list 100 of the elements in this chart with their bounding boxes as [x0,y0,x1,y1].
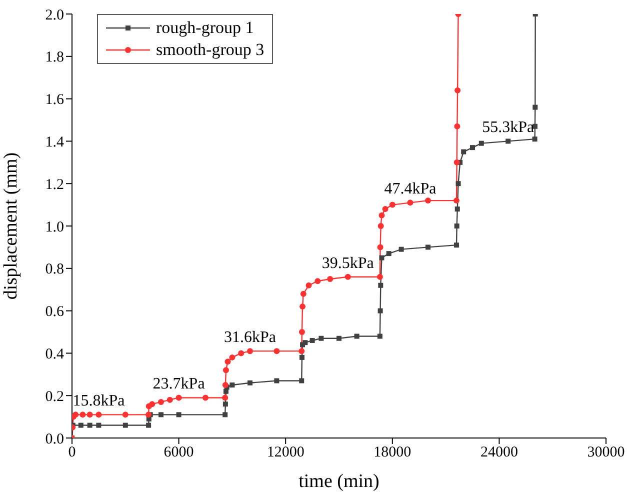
point [454,123,460,130]
annotation: 31.6kPa [224,329,276,346]
point [202,394,208,401]
point [247,348,253,354]
y-tick-label: 0.6 [45,304,64,320]
point [274,378,280,384]
point [229,354,236,360]
point [230,382,235,388]
point [72,412,79,418]
point [222,367,229,374]
x-tick-label: 0 [68,444,76,461]
point [87,422,92,428]
point [222,382,228,388]
x-tick-label: 24000 [480,444,518,461]
annotation: 15.8kPa [72,392,125,410]
point [298,348,305,354]
y-tick-label: 2.0 [45,7,64,24]
point [300,304,306,310]
annotation: 47.4kPa [384,180,436,198]
point [336,336,342,341]
point [327,276,334,282]
point [302,340,308,346]
point [454,159,460,166]
point [407,200,414,206]
legend-label: rough-group 1 [156,18,254,38]
y-tick-label: 0.4 [45,346,64,363]
point [222,402,228,407]
point [166,396,173,403]
point [378,282,384,288]
point [470,145,475,150]
point [274,348,280,354]
point [454,242,459,248]
point [382,206,388,212]
point [298,329,305,335]
point [456,181,461,186]
point [86,412,93,418]
legend-label: smooth-group 3 [156,40,264,60]
point [176,394,182,401]
point [532,136,538,142]
point [306,282,312,288]
point [386,251,392,256]
point [389,202,396,208]
x-tick-label: 6000 [164,444,194,461]
point [122,412,128,418]
point [314,278,321,284]
point [461,149,466,154]
point [310,338,315,343]
point [478,140,484,146]
point [224,358,231,365]
point [454,224,460,228]
x-tick-label: 18000 [374,444,412,461]
point [378,223,384,229]
point [318,336,324,341]
point [146,422,152,428]
point [248,380,252,386]
point [176,412,182,418]
x-tick-label: 12000 [266,444,304,461]
y-tick-label: 1.6 [45,92,64,108]
point [96,422,102,428]
point [354,334,360,339]
y-tick-label: 1.0 [45,219,64,236]
point [376,274,383,280]
point [377,334,382,339]
point [78,422,84,428]
point [454,87,461,94]
x-axis-title: time (min) [298,471,380,492]
y-tick-label: 0.2 [45,388,64,405]
point [158,412,164,418]
point [158,398,164,405]
y-tick-label: 1.2 [45,176,64,193]
point [398,246,404,252]
annotation: 39.5kPa [322,254,374,272]
point [222,412,228,418]
point [378,212,385,218]
y-tick-label: 1.4 [45,134,64,151]
y-tick-label: 1.8 [45,50,64,66]
point [506,138,511,144]
point [454,206,460,212]
point [80,412,86,418]
point [377,244,384,250]
point [299,354,304,360]
point [344,274,351,280]
y-tick-label: 0.8 [45,262,64,278]
point [378,308,383,314]
point [96,412,102,418]
point [238,350,244,356]
point [223,388,228,394]
point [425,198,431,204]
point [300,290,306,297]
point [453,198,460,204]
point [299,378,304,384]
x-tick-label: 30000 [587,444,625,461]
point [222,394,228,401]
annotation: 23.7kPa [152,376,205,393]
point [122,422,128,428]
point [532,104,538,110]
y-axis-title: displacement (mm) [0,152,22,300]
point [149,401,156,408]
annotation: 55.3kPa [482,119,534,136]
point [426,244,430,250]
